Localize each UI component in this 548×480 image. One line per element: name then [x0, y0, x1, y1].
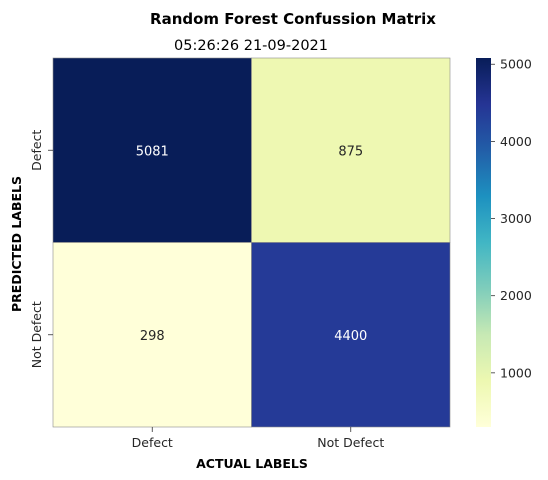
- heatmap-cells: [52, 57, 451, 428]
- cell-value-label: 5081: [136, 144, 169, 159]
- colorbar-tick-label: 4000: [500, 134, 532, 149]
- colorbar-tick-label: 2000: [500, 288, 532, 303]
- colorbar-ticks: 1000 2000 3000 4000 5000: [491, 57, 532, 380]
- heatmap-cell-values: 5081 875 298 4400: [136, 144, 368, 344]
- x-tick-label: Defect: [132, 435, 173, 450]
- heatmap-cell: [251, 242, 451, 428]
- cell-value-label: 875: [338, 144, 363, 159]
- cell-value-label: 298: [140, 329, 165, 344]
- heatmap-cell: [52, 57, 252, 243]
- y-tick-label: Not Defect: [29, 301, 44, 368]
- cell-value-label: 4400: [334, 329, 367, 344]
- x-axis-ticks: Defect Not Defect: [132, 427, 384, 450]
- colorbar-tick-label: 1000: [500, 365, 532, 380]
- y-axis-label: PREDICTED LABELS: [9, 176, 24, 312]
- heatmap-cell: [251, 57, 451, 243]
- x-tick-label: Not Defect: [317, 435, 384, 450]
- x-axis-label: ACTUAL LABELS: [196, 456, 308, 471]
- colorbar-tick-label: 3000: [500, 211, 532, 226]
- heatmap-cell: [52, 242, 252, 428]
- colorbar-tick-label: 5000: [500, 57, 532, 72]
- y-tick-label: Defect: [29, 130, 44, 171]
- colorbar: [476, 58, 491, 427]
- chart-title: Random Forest Confussion Matrix: [150, 10, 436, 28]
- chart-subtitle: 05:26:26 21-09-2021: [174, 38, 328, 54]
- y-axis-ticks: Defect Not Defect: [29, 130, 53, 368]
